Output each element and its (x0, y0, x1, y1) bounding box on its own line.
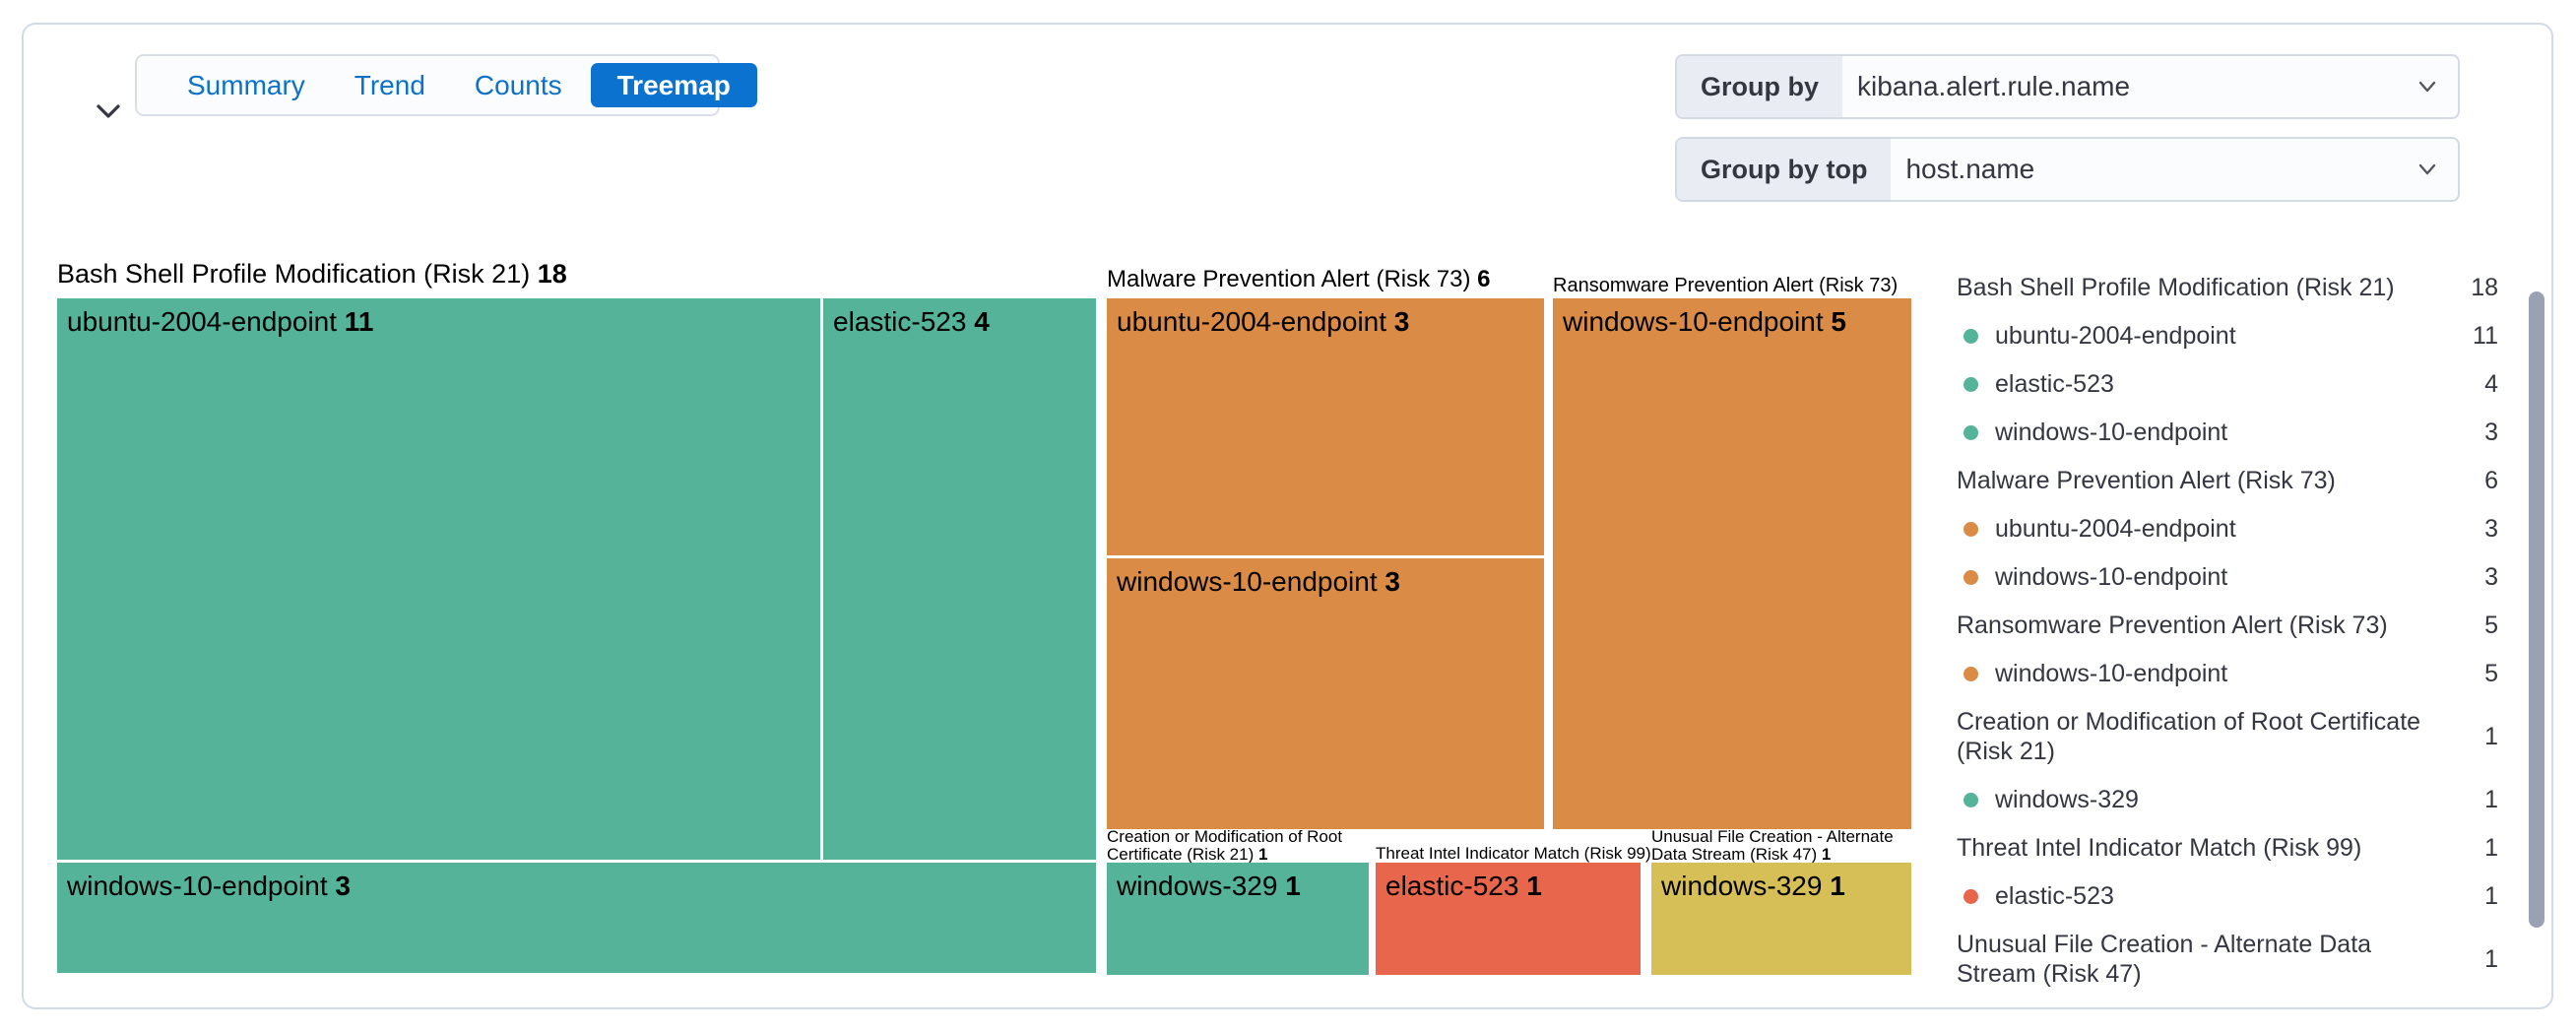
legend-count: 3 (2484, 563, 2498, 591)
legend-label: Creation or Modification of Root Certifi… (1957, 708, 2421, 765)
legend-dot-icon (1964, 888, 1978, 904)
legend-item-elastic-523[interactable]: elastic-523 4 (1957, 369, 2498, 399)
tab-treemap[interactable]: Treemap (590, 63, 757, 107)
legend-dot-icon (1964, 376, 1978, 392)
tab-trend[interactable]: Trend (354, 69, 425, 100)
legend-dot-icon (1964, 521, 1978, 537)
legend-header-unusual-file-creation-alternate-data-stream-risk-47[interactable]: Unusual File Creation - Alternate Data S… (1957, 930, 2498, 989)
legend-count: 1 (2484, 723, 2498, 750)
collapse-panel-button[interactable] (87, 90, 130, 133)
legend-label: Bash Shell Profile Modification (Risk 21… (1957, 274, 2395, 301)
legend-header-creation-or-modification-of-root-certificate-risk-21[interactable]: Creation or Modification of Root Certifi… (1957, 707, 2498, 766)
chevron-down-icon (2416, 139, 2458, 200)
legend-label: windows-329 (1957, 785, 2459, 814)
group-by-top-value: host.name (1905, 154, 2035, 184)
legend-count: 5 (2484, 660, 2498, 687)
legend-item-windows-10-endpoint[interactable]: windows-10-endpoint 3 (1957, 562, 2498, 592)
legend-count: 4 (2484, 370, 2498, 398)
tab-summary[interactable]: Summary (187, 69, 305, 100)
legend-header-malware-prevention-alert-risk-73[interactable]: Malware Prevention Alert (Risk 73) 6 (1957, 466, 2498, 495)
treemap-cell-unusual-file-creation-alternate-data-stream-risk-47--windows-329[interactable]: windows-329 1 (1651, 863, 1911, 975)
legend-label: elastic-523 (1957, 881, 2459, 911)
chevron-down-icon (97, 104, 120, 118)
treemap-legend: Bash Shell Profile Modification (Risk 21… (1957, 273, 2498, 989)
legend-scrollbar[interactable] (2529, 291, 2544, 928)
legend-dot-icon (1964, 328, 1978, 344)
legend-item-windows-10-endpoint[interactable]: windows-10-endpoint 3 (1957, 418, 2498, 447)
treemap-cell-malware-prevention-alert-risk-73--ubuntu-2004-endpoint[interactable]: ubuntu-2004-endpoint 3 (1107, 298, 1544, 555)
legend-item-windows-10-endpoint[interactable]: windows-10-endpoint 5 (1957, 659, 2498, 688)
legend-label: ubuntu-2004-endpoint (1957, 321, 2459, 351)
legend-label: Malware Prevention Alert (Risk 73) (1957, 467, 2336, 494)
legend-header-bash-shell-profile-modification-risk-21[interactable]: Bash Shell Profile Modification (Risk 21… (1957, 273, 2498, 302)
legend-dot-icon (1964, 424, 1978, 440)
legend-item-ubuntu-2004-endpoint[interactable]: ubuntu-2004-endpoint 11 (1957, 321, 2498, 351)
legend-label: ubuntu-2004-endpoint (1957, 514, 2459, 544)
legend-label: Ransomware Prevention Alert (Risk 73) (1957, 612, 2388, 639)
legend-count: 1 (2484, 834, 2498, 862)
legend-dot-icon (1964, 666, 1978, 681)
treemap-cell-bash-shell-profile-modification-risk-21--windows-10-endpoint[interactable]: windows-10-endpoint 3 (57, 863, 1096, 973)
legend-label: windows-10-endpoint (1957, 659, 2459, 688)
legend-label: Threat Intel Indicator Match (Risk 99) (1957, 834, 2362, 862)
legend-count: 1 (2484, 786, 2498, 813)
legend-count: 3 (2484, 515, 2498, 543)
group-by-label: Group by (1677, 56, 1842, 117)
legend-label: windows-10-endpoint (1957, 418, 2459, 447)
legend-header-threat-intel-indicator-match-risk-99[interactable]: Threat Intel Indicator Match (Risk 99) 1 (1957, 833, 2498, 863)
grouping-controls: Group by kibana.alert.rule.name Group by… (1675, 54, 2460, 220)
legend-count: 11 (2473, 322, 2498, 350)
group-by-top-label: Group by top (1677, 139, 1892, 200)
group-by-top-select[interactable]: Group by top host.name (1675, 137, 2460, 202)
legend-item-ubuntu-2004-endpoint[interactable]: ubuntu-2004-endpoint 3 (1957, 514, 2498, 544)
legend-item-windows-329[interactable]: windows-329 1 (1957, 785, 2498, 814)
legend-count: 18 (2471, 274, 2498, 301)
treemap-cell-ransomware-prevention-alert-risk-73--windows-10-endpoint[interactable]: windows-10-endpoint 5 (1553, 298, 1911, 829)
legend-header-ransomware-prevention-alert-risk-73[interactable]: Ransomware Prevention Alert (Risk 73) 5 (1957, 611, 2498, 640)
legend-dot-icon (1964, 792, 1978, 807)
legend-label: windows-10-endpoint (1957, 562, 2459, 592)
legend-dot-icon (1964, 569, 1978, 585)
legend-label: Unusual File Creation - Alternate Data S… (1957, 931, 2372, 988)
group-by-value: kibana.alert.rule.name (1857, 71, 2131, 101)
legend-count: 6 (2484, 467, 2498, 494)
group-by-select[interactable]: Group by kibana.alert.rule.name (1675, 54, 2460, 119)
legend-label: elastic-523 (1957, 369, 2459, 399)
legend-count: 3 (2484, 419, 2498, 446)
legend-count: 5 (2484, 612, 2498, 639)
chart-type-tab-group: Summary Trend Counts Treemap (135, 54, 757, 116)
treemap-cell-creation-or-modification-of-root-certificate-risk-21--windows-329[interactable]: windows-329 1 (1107, 863, 1369, 975)
treemap-cell-bash-shell-profile-modification-risk-21--elastic-523[interactable]: elastic-523 4 (823, 298, 1096, 860)
treemap-cell-threat-intel-indicator-match-risk-99--elastic-523[interactable]: elastic-523 1 (1376, 863, 1641, 975)
legend-count: 1 (2484, 945, 2498, 973)
chevron-down-icon (2416, 56, 2458, 117)
treemap-cell-malware-prevention-alert-risk-73--windows-10-endpoint[interactable]: windows-10-endpoint 3 (1107, 558, 1544, 829)
legend-item-elastic-523[interactable]: elastic-523 1 (1957, 881, 2498, 911)
tab-counts[interactable]: Counts (474, 69, 562, 100)
legend-count: 1 (2484, 882, 2498, 910)
treemap-cell-bash-shell-profile-modification-risk-21--ubuntu-2004-endpoint[interactable]: ubuntu-2004-endpoint 11 (57, 298, 820, 860)
